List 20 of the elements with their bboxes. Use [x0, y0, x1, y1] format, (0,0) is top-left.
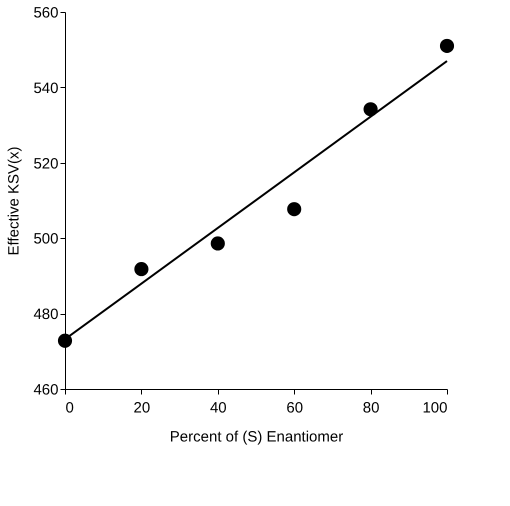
y-tick-label: 460 — [33, 382, 58, 398]
point — [58, 334, 72, 348]
point — [287, 202, 302, 216]
point — [210, 236, 225, 251]
y-axis-title: Effective KSV(x) — [5, 146, 22, 256]
point — [440, 38, 454, 53]
x-tick-label: 20 — [134, 400, 150, 416]
x-tick-label: 60 — [286, 400, 304, 416]
x-tick-label: 100 — [422, 400, 448, 416]
y-tick-label: 560 — [33, 4, 58, 22]
point — [364, 102, 378, 116]
x-tick-label: 0 — [66, 400, 74, 416]
y-tick-label: 540 — [33, 80, 58, 97]
x-tick-label: 40 — [210, 400, 227, 416]
y-tick-label: 520 — [33, 155, 58, 172]
x-tick-label: 80 — [362, 400, 380, 416]
y-tick-label: 500 — [33, 230, 58, 248]
x-axis-title: Percent of (S) Enantiomer — [170, 428, 344, 446]
point — [134, 262, 148, 276]
y-tick-label: 480 — [33, 306, 58, 324]
